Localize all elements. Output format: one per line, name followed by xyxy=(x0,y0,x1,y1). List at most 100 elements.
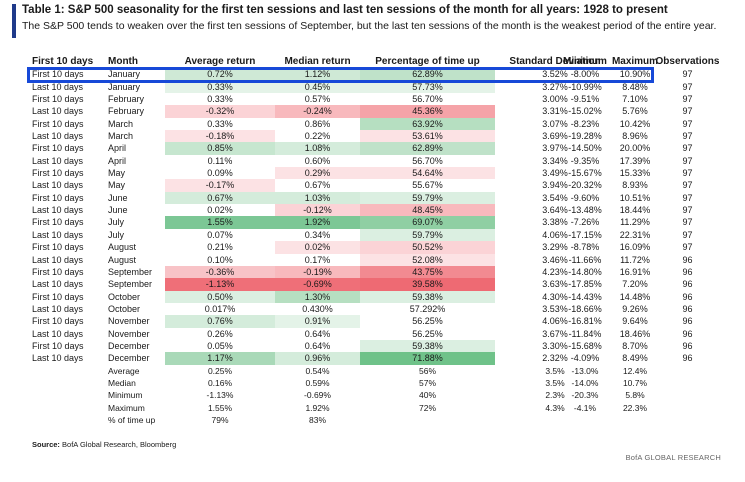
cell-maximum: 9.26% xyxy=(622,303,648,314)
cell-median-return: -0.12% xyxy=(275,204,360,217)
cell-minimum: -11.84% xyxy=(568,328,602,339)
cell-average-return: 0.33% xyxy=(165,117,275,131)
cell-maximum: 8.96% xyxy=(622,131,648,142)
cell-median-return: 0.60% xyxy=(275,154,360,168)
summary-label: Maximum xyxy=(108,402,145,413)
cell-minimum: -9.51% xyxy=(570,94,600,105)
cell-minimum: -14.80% xyxy=(568,266,602,277)
header-percentage-up: Percentage of time up xyxy=(375,56,480,67)
cell-average-return: 0.33% xyxy=(165,93,275,106)
cell-minimum: -15.02% xyxy=(568,106,602,117)
cell-maximum: 9.64% xyxy=(622,316,648,327)
cell-average-return: 0.72% xyxy=(165,68,275,81)
cell-median-return: -0.19% xyxy=(275,265,360,279)
cell-period: Last 10 days xyxy=(32,254,84,265)
header-minimum: Minimum xyxy=(563,56,607,67)
cell-median-return: -0.69% xyxy=(275,278,360,291)
cell-std-dev: 3.54% xyxy=(542,192,568,203)
cell-period: Last 10 days xyxy=(32,155,84,166)
cell-average-return: 0.017% xyxy=(165,302,275,316)
cell-period: Last 10 days xyxy=(32,303,84,314)
cell-minimum: -17.15% xyxy=(568,229,602,240)
cell-percentage-up: 55.67% xyxy=(360,179,495,192)
cell-std-dev: 3.27% xyxy=(542,81,568,92)
source-label: Source: xyxy=(32,440,60,449)
cell-month: January xyxy=(108,69,141,80)
summary-median-return: 0.59% xyxy=(305,377,330,388)
cell-period: First 10 days xyxy=(32,266,84,277)
summary-average-return: -1.13% xyxy=(206,390,234,401)
cell-minimum: -13.48% xyxy=(568,205,602,216)
cell-median-return: 1.30% xyxy=(275,290,360,303)
cell-median-return: 0.29% xyxy=(275,167,360,180)
cell-period: First 10 days xyxy=(32,94,84,105)
cell-maximum: 18.44% xyxy=(619,205,651,216)
cell-median-return: 0.91% xyxy=(275,315,360,328)
header-std-dev: Standard Deviation xyxy=(509,56,601,67)
header-observations: Observations xyxy=(655,56,720,67)
header-median-return: Median return xyxy=(284,56,351,67)
cell-std-dev: 2.32% xyxy=(542,353,568,364)
cell-period: Last 10 days xyxy=(32,131,84,142)
cell-period: First 10 days xyxy=(32,118,84,129)
cell-median-return: 0.02% xyxy=(275,241,360,254)
summary-std-dev: 3.5% xyxy=(545,377,565,388)
cell-maximum: 14.48% xyxy=(619,291,651,302)
cell-average-return: 0.26% xyxy=(165,327,275,340)
cell-median-return: 0.67% xyxy=(275,179,360,192)
cell-average-return: -0.18% xyxy=(165,130,275,143)
cell-average-return: 0.85% xyxy=(165,142,275,155)
cell-average-return: 0.67% xyxy=(165,191,275,205)
cell-percentage-up: 56.70% xyxy=(360,93,495,106)
summary-median-return: 83% xyxy=(308,414,326,425)
table-title: Table 1: S&P 500 seasonality for the fir… xyxy=(22,4,668,16)
cell-minimum: -17.85% xyxy=(568,279,602,290)
brand-footer: BofA GLOBAL RESEARCH xyxy=(625,453,721,462)
cell-minimum: -8.23% xyxy=(570,118,600,129)
cell-month: February xyxy=(108,106,145,117)
cell-maximum: 7.10% xyxy=(622,94,648,105)
summary-median-return: 1.92% xyxy=(305,402,330,413)
cell-minimum: -19.28% xyxy=(568,131,602,142)
cell-maximum: 15.33% xyxy=(619,168,651,179)
cell-month: October xyxy=(108,291,141,302)
cell-std-dev: 3.97% xyxy=(542,143,568,154)
summary-minimum: -4.1% xyxy=(573,402,597,413)
cell-observations: 96 xyxy=(682,316,693,327)
cell-maximum: 10.42% xyxy=(619,118,651,129)
cell-average-return: 1.17% xyxy=(165,352,275,365)
cell-maximum: 8.93% xyxy=(622,180,648,191)
cell-observations: 97 xyxy=(682,242,693,253)
cell-month: June xyxy=(108,205,128,216)
summary-std-dev: 4.3% xyxy=(545,402,565,413)
cell-month: March xyxy=(108,118,134,129)
summary-maximum xyxy=(595,414,675,426)
cell-observations: 97 xyxy=(682,81,693,92)
cell-period: First 10 days xyxy=(32,291,84,302)
cell-observations: 97 xyxy=(682,217,693,228)
january-highlight-box xyxy=(27,67,654,83)
cell-percentage-up: 56.25% xyxy=(360,315,495,328)
cell-month: September xyxy=(108,279,153,290)
summary-minimum: -20.3% xyxy=(571,390,599,401)
header-average-return: Average return xyxy=(184,56,256,67)
cell-maximum: 16.91% xyxy=(619,266,651,277)
cell-minimum: -7.26% xyxy=(570,217,600,228)
cell-month: January xyxy=(108,81,141,92)
cell-std-dev: 3.30% xyxy=(542,340,568,351)
cell-month: October xyxy=(108,303,141,314)
cell-minimum: -15.68% xyxy=(568,340,602,351)
source-note: Source: BofA Global Research, Bloomberg xyxy=(32,440,176,449)
cell-observations: 97 xyxy=(682,94,693,105)
cell-std-dev: 3.94% xyxy=(542,180,568,191)
cell-observations: 97 xyxy=(682,229,693,240)
cell-observations: 97 xyxy=(682,131,693,142)
cell-percentage-up: 71.88% xyxy=(360,352,495,365)
cell-average-return: -0.32% xyxy=(165,105,275,118)
cell-median-return: 0.64% xyxy=(275,339,360,353)
cell-minimum: -16.81% xyxy=(568,316,602,327)
table-subtitle: The S&P 500 tends to weaken over the fir… xyxy=(22,20,717,32)
summary-label: % of time up xyxy=(108,414,156,425)
cell-average-return: -0.17% xyxy=(165,179,275,192)
cell-month: April xyxy=(108,143,127,154)
